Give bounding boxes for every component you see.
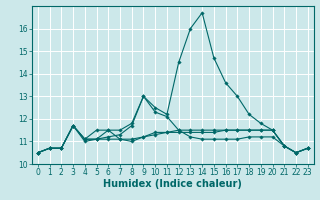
X-axis label: Humidex (Indice chaleur): Humidex (Indice chaleur) [103, 179, 242, 189]
